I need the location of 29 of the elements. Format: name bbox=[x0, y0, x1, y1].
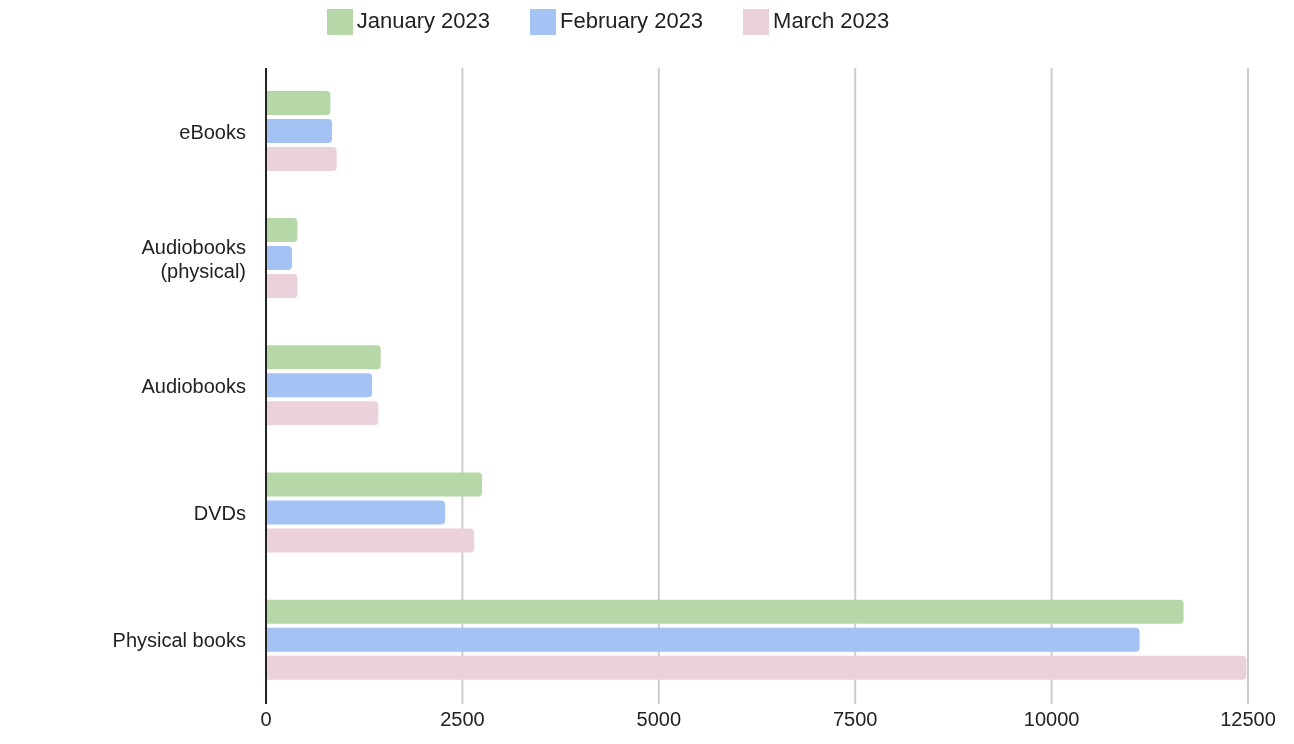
bar bbox=[266, 627, 1140, 652]
bar bbox=[266, 528, 475, 553]
legend-label: February 2023 bbox=[560, 8, 704, 33]
bar bbox=[266, 500, 446, 525]
bar bbox=[266, 599, 1184, 624]
bar bbox=[266, 118, 332, 143]
bar bbox=[266, 373, 373, 398]
x-tick-label: 0 bbox=[260, 708, 272, 731]
legend-label: March 2023 bbox=[773, 8, 890, 33]
bar bbox=[266, 274, 298, 299]
bar bbox=[266, 246, 292, 271]
x-tick-label: 5000 bbox=[636, 708, 682, 731]
y-tick-label: Physical books bbox=[112, 629, 246, 652]
y-tick-label: Audiobooks (physical) bbox=[141, 235, 246, 282]
x-tick-label: 12500 bbox=[1220, 708, 1276, 731]
bar bbox=[266, 401, 379, 426]
y-tick-label: Audiobooks bbox=[141, 375, 246, 397]
bar bbox=[266, 90, 331, 115]
y-tick-label: eBooks bbox=[179, 120, 246, 143]
x-tick-label: 2500 bbox=[440, 708, 485, 731]
x-tick-label: 10000 bbox=[1023, 708, 1080, 731]
bar bbox=[266, 472, 483, 497]
bar bbox=[266, 146, 337, 171]
bar bbox=[266, 655, 1247, 680]
bar bbox=[266, 218, 298, 243]
x-tick-label: 7500 bbox=[832, 708, 878, 731]
bar bbox=[266, 345, 381, 370]
legend-label: January 2023 bbox=[356, 8, 491, 33]
y-tick-label: DVDs bbox=[193, 502, 246, 525]
